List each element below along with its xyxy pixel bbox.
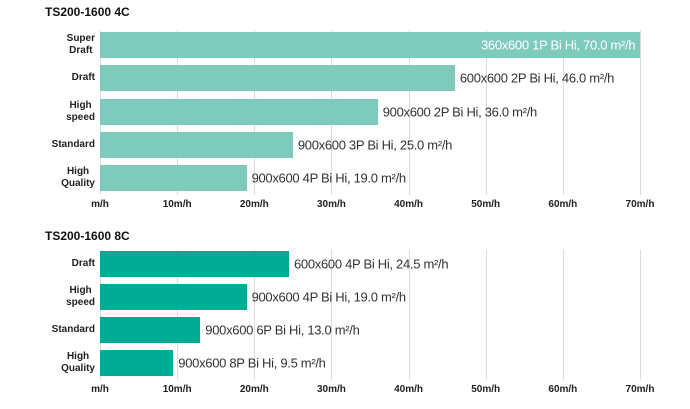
category-label: Standard bbox=[51, 324, 95, 335]
bar bbox=[100, 98, 378, 125]
grid-line bbox=[254, 250, 256, 380]
category-label: High speed bbox=[66, 99, 95, 123]
value-label: 900x600 6P Bi Hi, 13.0 m²/h bbox=[205, 322, 360, 338]
x-tick-label: 10m/h bbox=[162, 384, 192, 395]
bar bbox=[100, 165, 247, 192]
x-tick-label: 60m/h bbox=[548, 384, 578, 395]
grid-line bbox=[408, 250, 410, 380]
grid-line bbox=[485, 30, 487, 195]
grid-line bbox=[562, 30, 564, 195]
value-label: 600x600 2P Bi Hi, 46.0 m²/h bbox=[459, 70, 615, 86]
category-label: Draft bbox=[71, 72, 95, 84]
grid-line bbox=[177, 250, 179, 380]
grid-line bbox=[640, 250, 641, 380]
grid-line bbox=[562, 250, 564, 380]
bar bbox=[100, 317, 201, 343]
grid-line bbox=[100, 250, 101, 380]
x-tick-label: 40m/h bbox=[394, 384, 424, 395]
grid-line bbox=[640, 30, 641, 195]
bar bbox=[100, 350, 174, 376]
value-label: 900x600 4P Bi Hi, 19.0 m²/h bbox=[251, 289, 407, 305]
grid-line bbox=[408, 30, 410, 195]
x-tick-label: m/h bbox=[91, 199, 109, 210]
category-label: High speed bbox=[66, 285, 95, 308]
bar bbox=[100, 251, 289, 277]
x-tick-label: 60m/h bbox=[548, 199, 578, 210]
x-tick-label: 40m/h bbox=[394, 199, 424, 210]
x-tick-label: 70m/h bbox=[625, 384, 655, 395]
value-label: 900x600 2P Bi Hi, 36.0 m²/h bbox=[382, 104, 538, 120]
value-label: 900x600 8P Bi Hi, 9.5 m²/h bbox=[178, 355, 326, 371]
x-tick-label: m/h bbox=[91, 384, 109, 395]
x-tick-label: 10m/h bbox=[162, 199, 192, 210]
x-tick-label: 20m/h bbox=[239, 384, 269, 395]
category-label: High Quality bbox=[61, 166, 95, 190]
value-label: 900x600 4P Bi Hi, 19.0 m²/h bbox=[251, 170, 407, 186]
value-label: 600x600 4P Bi Hi, 24.5 m²/h bbox=[294, 256, 449, 272]
bar bbox=[100, 284, 247, 310]
x-tick-label: 50m/h bbox=[471, 384, 501, 395]
category-label: High Quality bbox=[61, 351, 95, 374]
category-label: Super Draft bbox=[66, 33, 95, 56]
grid-line bbox=[485, 250, 487, 380]
grid-line bbox=[331, 250, 333, 380]
bar bbox=[100, 32, 640, 58]
x-tick-label: 20m/h bbox=[239, 199, 269, 210]
value-label: 360x600 1P Bi Hi, 70.0 m²/h bbox=[481, 37, 636, 53]
x-tick-label: 30m/h bbox=[316, 199, 346, 210]
category-label: Draft bbox=[71, 258, 95, 269]
x-tick-label: 30m/h bbox=[316, 384, 346, 395]
value-label: 900x600 3P Bi Hi, 25.0 m²/h bbox=[297, 137, 453, 153]
bar bbox=[100, 65, 455, 92]
chart-title: TS200-1600 8C bbox=[45, 229, 130, 243]
category-label: Standard bbox=[51, 138, 95, 150]
chart-title: TS200-1600 4C bbox=[45, 5, 130, 19]
bar bbox=[100, 131, 293, 158]
x-tick-label: 70m/h bbox=[625, 199, 655, 210]
x-tick-label: 50m/h bbox=[471, 199, 501, 210]
